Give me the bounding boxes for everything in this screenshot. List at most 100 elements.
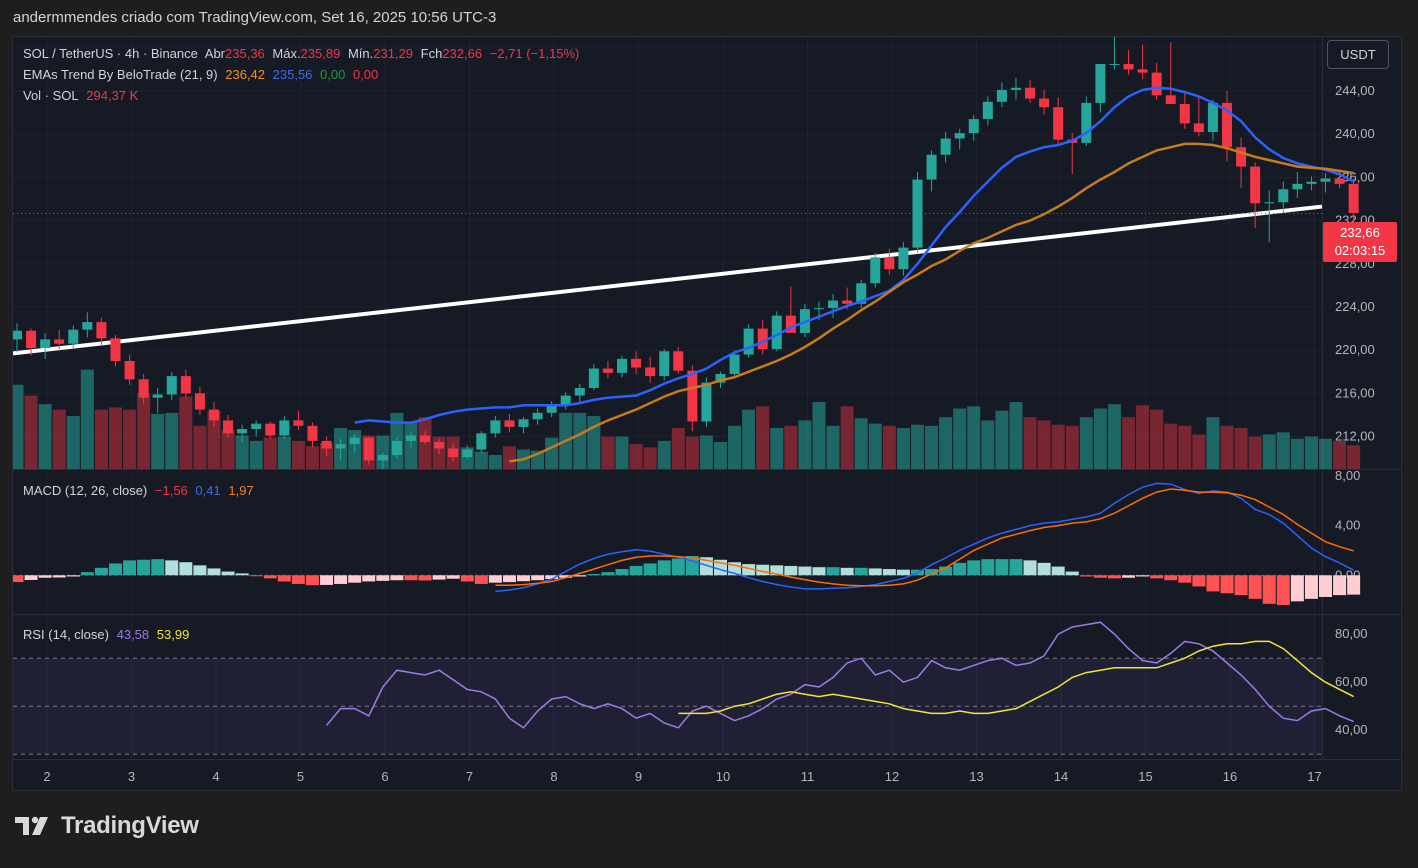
candle-body xyxy=(715,373,726,383)
macd-histogram-bar xyxy=(432,575,446,580)
volume-bar xyxy=(1248,436,1262,469)
high-label: Máx. xyxy=(272,46,301,61)
volume-bar xyxy=(94,409,108,469)
volume-bar xyxy=(1347,445,1361,469)
macd-histogram-bar xyxy=(1347,575,1361,595)
chart-frame[interactable]: 212,00 216,00 220,00 224,00 228,00 232,00 236,… xyxy=(12,36,1402,791)
macd-histogram-bar xyxy=(348,575,362,583)
macd-line xyxy=(495,482,1355,593)
time-tick-label: 7 xyxy=(466,769,473,784)
macd-histogram-bar xyxy=(94,567,108,576)
macd-histogram-bar xyxy=(1023,560,1037,576)
candle-body xyxy=(856,283,867,304)
candle-body xyxy=(82,322,93,330)
candle-body xyxy=(757,328,768,350)
macd-histogram-bar xyxy=(896,569,910,576)
candle-body xyxy=(1151,72,1162,96)
macd-histogram-bar xyxy=(320,575,334,585)
candle-body xyxy=(771,315,782,350)
volume-bar xyxy=(601,436,615,469)
volume-bar xyxy=(1206,417,1220,469)
candle-body xyxy=(560,395,571,405)
candle-body xyxy=(68,329,79,344)
macd-histogram-bar xyxy=(502,575,516,583)
ema-legend: EMAs Trend By BeloTrade (21, 9) 236,42 2… xyxy=(23,67,382,82)
last-price-value: 232,66 xyxy=(1340,225,1380,240)
volume-bar xyxy=(1220,425,1234,469)
volume-bar xyxy=(1319,438,1333,469)
candle-body xyxy=(982,101,993,120)
macd-histogram-bar xyxy=(66,575,80,577)
high-value: 235,89 xyxy=(300,46,341,61)
volume-bar xyxy=(798,420,812,469)
time-tick-label: 11 xyxy=(801,769,815,784)
candle-body xyxy=(279,420,290,436)
volume-bar xyxy=(1262,434,1276,469)
volume-bar xyxy=(981,420,995,469)
macd-histogram-bar xyxy=(699,557,713,576)
candle-body xyxy=(1165,95,1176,104)
volume-bar xyxy=(305,446,319,469)
candle-body xyxy=(462,449,473,458)
macd-histogram-bar xyxy=(939,566,953,576)
candle-body xyxy=(180,376,191,394)
volume-bar xyxy=(1037,420,1051,469)
macd-histogram-bar xyxy=(1290,575,1304,602)
volume-bar xyxy=(657,440,671,469)
volume-bar xyxy=(1122,417,1136,469)
macd-histogram-bar xyxy=(334,575,348,584)
macd-histogram-bar xyxy=(629,565,643,576)
volume-bar xyxy=(1136,405,1150,469)
volume-bar xyxy=(24,395,38,469)
vol-indicator-name[interactable]: Vol · SOL xyxy=(23,88,79,103)
volume-bar xyxy=(868,423,882,469)
ema-value-2: 235,56 xyxy=(272,67,313,82)
candle-body xyxy=(335,444,346,449)
publisher-caption: andermmendes criado com TradingView.com,… xyxy=(13,9,497,26)
volume-bar xyxy=(1333,440,1347,469)
volume-bar xyxy=(756,406,770,469)
volume-bar xyxy=(1107,404,1121,469)
candle-body xyxy=(898,247,909,270)
volume-bar xyxy=(1234,427,1248,469)
macd-histogram-bar xyxy=(981,559,995,576)
volume-bar xyxy=(643,447,657,469)
volume-bar xyxy=(840,406,854,469)
macd-histogram-bar xyxy=(1051,566,1065,576)
macd-histogram-bar xyxy=(798,566,812,576)
macd-indicator-name[interactable]: MACD (12, 26, close) xyxy=(23,483,148,498)
candle-body xyxy=(996,89,1007,102)
candle-body xyxy=(40,339,51,349)
macd-histogram-bar xyxy=(24,575,38,580)
macd-histogram-bar xyxy=(108,563,122,576)
rsi-legend: RSI (14, close) 43,58 53,99 xyxy=(23,627,193,642)
candle-body xyxy=(659,351,670,377)
candle-body xyxy=(1236,147,1247,167)
candle-body xyxy=(194,393,205,410)
chart-canvas[interactable]: 212,00216,00220,00224,00228,00232,00236,… xyxy=(13,37,1402,791)
macd-histogram-bar xyxy=(376,575,390,581)
volume-bar xyxy=(263,437,277,469)
macd-histogram-bar xyxy=(1164,575,1178,581)
rsi-indicator-name[interactable]: RSI (14, close) xyxy=(23,627,109,642)
macd-histogram-bar xyxy=(80,572,94,576)
macd-histogram-bar xyxy=(840,567,854,576)
symbol-label[interactable]: SOL / TetherUS · 4h · Binance xyxy=(23,46,198,61)
time-tick-label: 8 xyxy=(550,769,557,784)
macd-histogram-bar xyxy=(362,575,376,582)
candle-body xyxy=(138,379,149,398)
candle-body xyxy=(968,119,979,134)
brand-footer[interactable]: TradingView xyxy=(15,812,199,840)
candle-body xyxy=(743,328,754,355)
macd-histogram-bar xyxy=(657,560,671,576)
ema-indicator-name[interactable]: EMAs Trend By BeloTrade (21, 9) xyxy=(23,67,218,82)
time-tick-label: 16 xyxy=(1223,769,1237,784)
time-tick-label: 2 xyxy=(43,769,50,784)
volume-bar xyxy=(376,435,390,469)
volume-bar xyxy=(685,436,699,469)
volume-bar xyxy=(123,409,137,469)
candle-body xyxy=(813,308,824,310)
candle-body xyxy=(673,351,684,371)
currency-button[interactable]: USDT xyxy=(1327,40,1389,69)
candle-body xyxy=(926,154,937,180)
